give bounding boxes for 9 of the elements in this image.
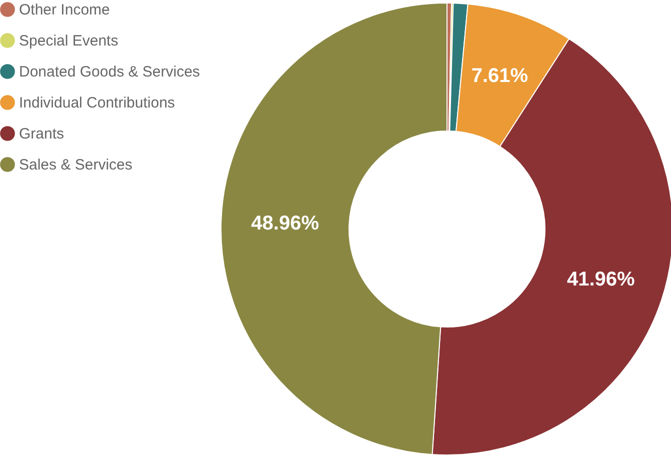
legend-label: Grants — [19, 126, 64, 142]
legend-label: Individual Contributions — [19, 94, 175, 112]
legend-label: Sales & Services — [19, 156, 132, 174]
data-label: 41.96% — [566, 268, 636, 291]
legend-label: Special Events — [19, 32, 118, 50]
legend-label: Other Income — [19, 2, 110, 18]
legend-label: Donated Goods & Services — [19, 64, 200, 80]
data-label: 48.96% — [251, 212, 320, 235]
data-label: 7.61% — [471, 64, 528, 87]
